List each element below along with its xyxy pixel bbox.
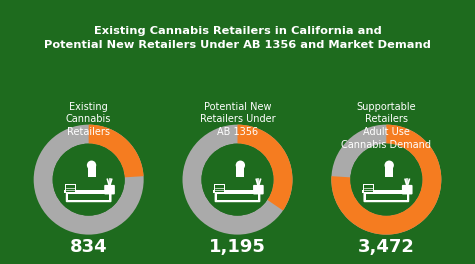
- Text: 1,195: 1,195: [209, 238, 266, 256]
- FancyBboxPatch shape: [363, 184, 374, 194]
- Text: Existing Cannabis Retailers in California and
Potential New Retailers Under AB 1: Existing Cannabis Retailers in Californi…: [44, 26, 431, 50]
- Wedge shape: [182, 125, 293, 235]
- FancyBboxPatch shape: [215, 186, 224, 192]
- FancyBboxPatch shape: [68, 194, 109, 200]
- FancyBboxPatch shape: [66, 186, 75, 192]
- Circle shape: [385, 161, 394, 170]
- Circle shape: [87, 161, 96, 170]
- Circle shape: [351, 144, 422, 216]
- FancyBboxPatch shape: [363, 192, 409, 202]
- Circle shape: [236, 161, 245, 170]
- FancyBboxPatch shape: [66, 192, 112, 202]
- Text: Supportable
Retailers
Adult Use
Cannabis Demand: Supportable Retailers Adult Use Cannabis…: [342, 102, 431, 150]
- FancyBboxPatch shape: [362, 190, 410, 194]
- FancyBboxPatch shape: [237, 166, 244, 177]
- FancyBboxPatch shape: [215, 192, 260, 202]
- FancyBboxPatch shape: [87, 166, 95, 177]
- Circle shape: [201, 144, 274, 216]
- Wedge shape: [332, 125, 441, 235]
- Text: 834: 834: [70, 238, 107, 256]
- FancyBboxPatch shape: [364, 186, 373, 192]
- FancyBboxPatch shape: [65, 184, 76, 194]
- FancyBboxPatch shape: [213, 190, 262, 194]
- FancyBboxPatch shape: [214, 184, 225, 194]
- Wedge shape: [332, 125, 441, 235]
- FancyBboxPatch shape: [366, 194, 407, 200]
- Wedge shape: [238, 125, 293, 210]
- FancyBboxPatch shape: [385, 166, 393, 177]
- FancyBboxPatch shape: [217, 194, 258, 200]
- Circle shape: [53, 144, 124, 216]
- FancyBboxPatch shape: [402, 185, 412, 195]
- Wedge shape: [34, 125, 143, 235]
- FancyBboxPatch shape: [65, 190, 113, 194]
- Text: Existing
Cannabis
Retailers: Existing Cannabis Retailers: [66, 102, 111, 137]
- Text: Potential New
Retailers Under
AB 1356: Potential New Retailers Under AB 1356: [200, 102, 276, 137]
- FancyBboxPatch shape: [253, 185, 264, 195]
- Wedge shape: [89, 125, 143, 177]
- Text: 3,472: 3,472: [358, 238, 415, 256]
- FancyBboxPatch shape: [104, 185, 115, 195]
